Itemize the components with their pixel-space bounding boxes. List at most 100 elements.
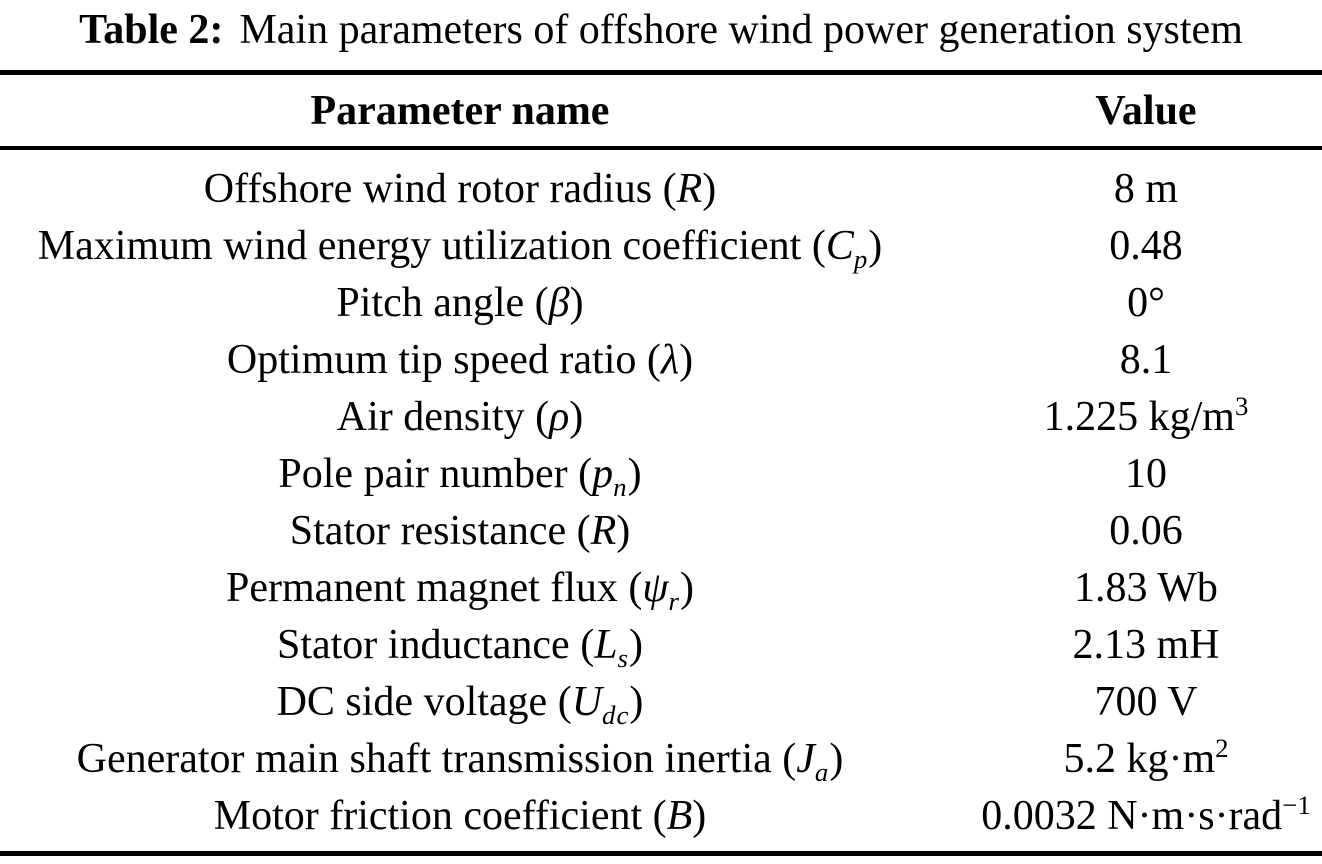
value-cell: 1.225 kg/m3 (970, 390, 1322, 441)
text-run: R (676, 165, 703, 212)
text-run: 0.06 (1109, 507, 1183, 554)
text-run: ) (569, 393, 584, 440)
table-top-rule (0, 70, 1322, 75)
table-row: Optimum tip speed ratio (λ) 8.1 (0, 331, 1322, 388)
text-run: ) (868, 222, 883, 269)
text-run: 0.48 (1109, 222, 1183, 269)
parameter-name-cell: DC side voltage (Udc) (0, 678, 920, 730)
table-caption: Table 2: Main parameters of offshore wind… (0, 0, 1322, 70)
column-header-parameter-name: Parameter name (310, 87, 610, 134)
text-run: ) (679, 564, 694, 611)
table-row: Offshore wind rotor radius (R) 8 m (0, 160, 1322, 217)
text-run: 3 (1234, 390, 1249, 421)
text-run: Offshore wind rotor radius ( (203, 165, 677, 212)
text-run: Optimum tip speed ratio ( (226, 336, 661, 383)
parameter-name-cell: Stator resistance (R) (0, 507, 920, 555)
text-run: ρ (549, 393, 570, 440)
text-run: U (571, 678, 603, 725)
text-run: L (594, 621, 618, 668)
text-run: ) (616, 507, 631, 554)
table-bottom-rule (0, 851, 1322, 856)
text-run: 700 V (1094, 678, 1198, 725)
text-run: ) (569, 279, 584, 326)
text-run: dc (602, 699, 630, 730)
text-run: ) (629, 621, 644, 668)
value-cell: 700 V (970, 678, 1322, 726)
value-cell: 0.48 (970, 222, 1322, 270)
parameter-name-cell: Optimum tip speed ratio (λ) (0, 336, 920, 384)
text-run: Generator main shaft transmission inerti… (76, 735, 797, 782)
text-run: ) (829, 735, 844, 782)
text-run: β (548, 279, 570, 326)
parameter-name-cell: Motor friction coefficient (B) (0, 792, 920, 840)
text-run: r (668, 585, 680, 616)
table-row: Motor friction coefficient (B) 0.0032 N·m… (0, 787, 1322, 844)
text-run: Air density ( (336, 393, 550, 440)
text-run: 0.0032 N·m·s·rad (981, 792, 1283, 839)
table-row: Pitch angle (β) 0° (0, 274, 1322, 331)
table-caption-label: Table 2: (79, 7, 224, 53)
text-run: Stator inductance ( (276, 621, 595, 668)
parameter-name-cell: Stator inductance (Ls) (0, 621, 920, 673)
table-header-row: Parameter name Value (0, 75, 1322, 146)
text-run: Stator resistance ( (289, 507, 591, 554)
text-run: ψ (642, 564, 669, 611)
table-row: Permanent magnet flux (ψr) 1.83 Wb (0, 559, 1322, 616)
text-run: DC side voltage ( (276, 678, 572, 725)
table-header-rule (0, 146, 1322, 150)
text-run: λ (660, 336, 680, 383)
parameter-name-cell: Offshore wind rotor radius (R) (0, 165, 920, 213)
text-run: p (853, 243, 869, 274)
text-run: 2 (1215, 732, 1229, 763)
parameter-name-cell: Generator main shaft transmission inerti… (0, 735, 920, 787)
text-run: Pitch angle ( (336, 279, 549, 326)
text-run: B (666, 792, 693, 839)
text-run: Motor friction coefficient ( (213, 792, 667, 839)
text-run: Maximum wind energy utilization coeffici… (37, 222, 826, 269)
text-run: C (825, 222, 854, 269)
parameter-name-cell: Air density (ρ) (0, 393, 920, 441)
text-run: 10 (1125, 450, 1167, 497)
value-cell: 0.0032 N·m·s·rad−1 (970, 789, 1322, 840)
value-cell: 1.83 Wb (970, 564, 1322, 612)
text-run: 5.2 kg·m (1063, 735, 1216, 782)
table-row: Generator main shaft transmission inerti… (0, 730, 1322, 787)
table-caption-text: Main parameters of offshore wind power g… (239, 7, 1243, 53)
text-run: ) (627, 450, 642, 497)
text-run: 1.225 kg/m (1043, 393, 1235, 440)
table-row: Maximum wind energy utilization coeffici… (0, 217, 1322, 274)
text-run: −1 (1282, 789, 1311, 820)
parameter-name-cell: Maximum wind energy utilization coeffici… (0, 222, 920, 274)
text-run: 8.1 (1119, 336, 1173, 383)
text-run: Pole pair number ( (278, 450, 593, 497)
text-run: s (617, 642, 630, 673)
value-cell: 10 (970, 450, 1322, 498)
text-run: Permanent magnet flux ( (226, 564, 643, 611)
text-run: ) (629, 678, 644, 725)
parameter-name-cell: Pole pair number (pn) (0, 450, 920, 502)
text-run: 8 m (1113, 165, 1179, 212)
text-run: n (613, 471, 628, 502)
text-run: p (592, 450, 614, 497)
table-body: Offshore wind rotor radius (R) 8 m Maximum… (0, 150, 1322, 851)
value-cell: 0.06 (970, 507, 1322, 555)
parameter-name-cell: Permanent magnet flux (ψr) (0, 564, 920, 616)
text-run: a (814, 756, 830, 787)
text-run: 0° (1127, 279, 1165, 326)
value-cell: 0° (970, 279, 1322, 327)
text-run: ) (679, 336, 694, 383)
column-header-value: Value (1095, 87, 1197, 134)
text-run: ) (702, 165, 717, 212)
value-cell: 8 m (970, 165, 1322, 213)
value-cell: 2.13 mH (970, 621, 1322, 669)
text-run: R (590, 507, 617, 554)
text-run: 1.83 Wb (1074, 564, 1218, 611)
text-run: ) (692, 792, 707, 839)
parameter-name-cell: Pitch angle (β) (0, 279, 920, 327)
table-row: Pole pair number (pn) 10 (0, 445, 1322, 502)
text-run: 2.13 mH (1072, 621, 1220, 668)
table-row: Air density (ρ) 1.225 kg/m3 (0, 388, 1322, 445)
value-cell: 8.1 (970, 336, 1322, 384)
value-cell: 5.2 kg·m2 (970, 732, 1322, 783)
